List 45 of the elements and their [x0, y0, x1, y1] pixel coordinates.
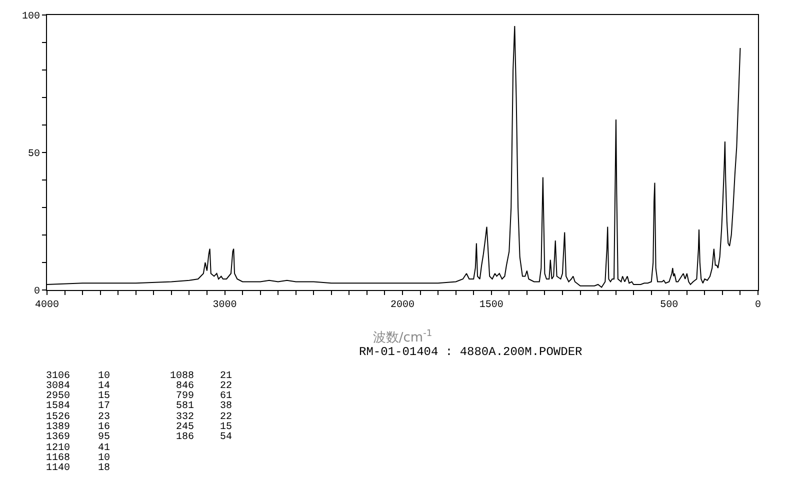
text: 1088	[170, 371, 194, 382]
text: 1526	[46, 412, 70, 423]
text: 186	[176, 432, 194, 443]
text: 38	[220, 401, 232, 412]
text: 54	[220, 432, 232, 443]
text: 332	[176, 412, 194, 423]
x-tick-label: 2000	[390, 300, 415, 311]
x-tick-label: 3000	[212, 300, 237, 311]
text: 15	[220, 422, 232, 433]
text: 3106	[46, 371, 70, 382]
text: 23	[98, 412, 110, 423]
text: 1168	[46, 453, 70, 464]
text: 10	[98, 371, 110, 382]
text: 16	[98, 422, 110, 433]
y-tick-label: 100	[22, 12, 40, 22]
text: 61	[220, 391, 232, 402]
text: 1210	[46, 443, 70, 454]
x-tick-label: 4000	[34, 300, 60, 311]
text: 846	[176, 381, 194, 392]
text: 18	[98, 463, 110, 474]
text: 14	[98, 381, 110, 392]
text: 17	[98, 401, 110, 412]
text: 10	[98, 453, 110, 464]
text: 21	[220, 371, 232, 382]
text: 15	[98, 391, 110, 402]
text: 799	[176, 391, 194, 402]
text: 22	[220, 412, 232, 423]
text: RM-01-01404 : 4880A.200M.POWDER	[359, 345, 582, 359]
text: 581	[176, 401, 194, 412]
text: 1584	[46, 401, 70, 412]
text: 3084	[46, 381, 70, 392]
text: 41	[98, 443, 110, 454]
text: 2950	[46, 391, 70, 402]
text: 95	[98, 432, 110, 443]
text: 1140	[46, 463, 70, 474]
text: 1389	[46, 422, 70, 433]
text: 1369	[46, 432, 70, 443]
x-tick-label: 0	[754, 300, 762, 311]
x-axis-title: 波数/cm$^{-1}$	[372, 329, 432, 346]
text: 245	[176, 422, 194, 433]
y-tick-label: 50	[28, 149, 40, 160]
y-tick-label: 0	[34, 286, 40, 298]
x-tick-label: 500	[660, 300, 678, 311]
x-tick-label: 1500	[479, 300, 504, 311]
text: 22	[220, 381, 232, 392]
